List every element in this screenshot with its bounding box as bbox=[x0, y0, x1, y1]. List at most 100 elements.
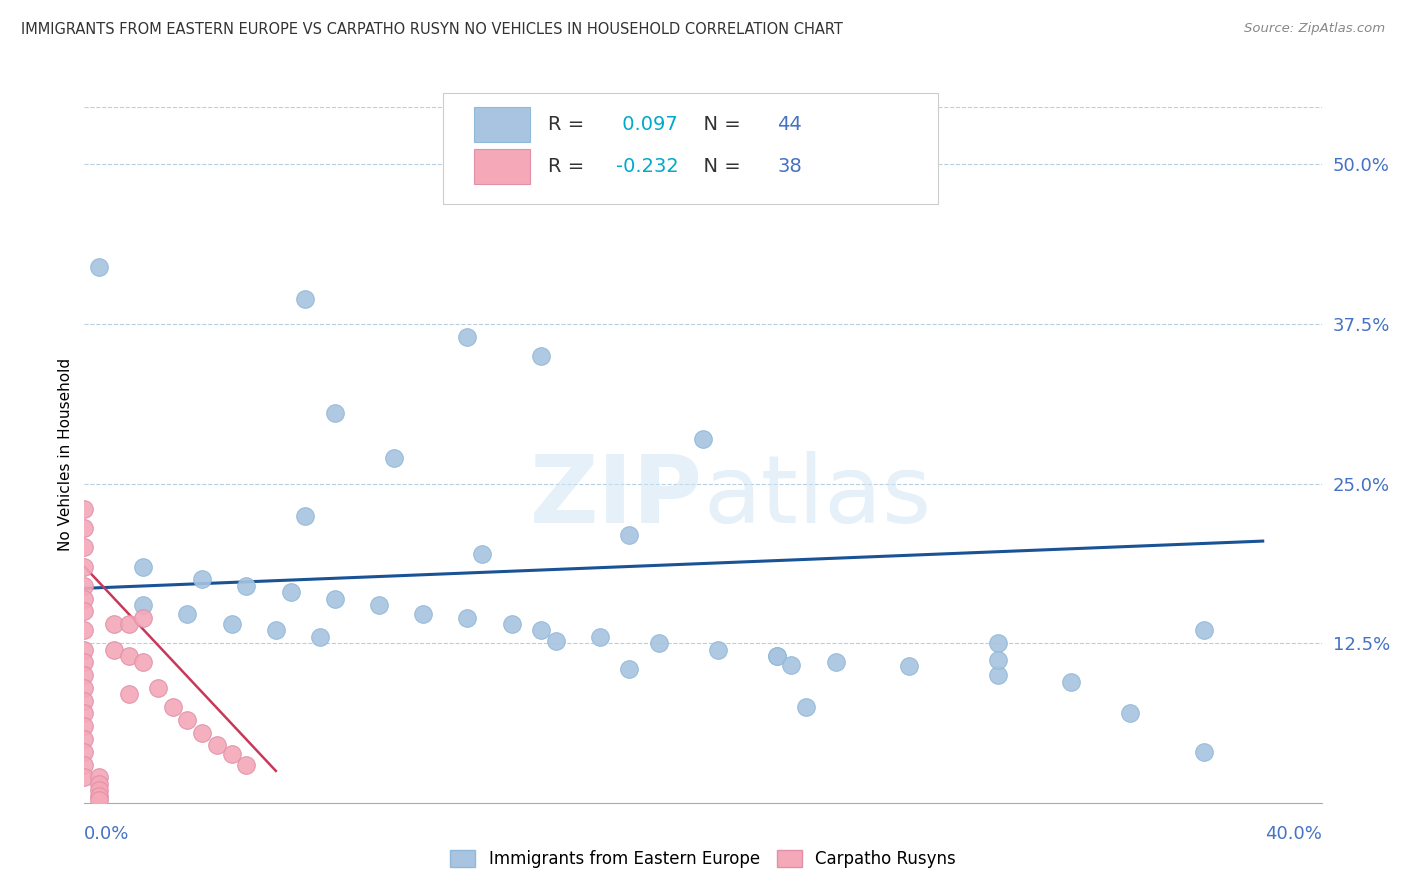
Text: N =: N = bbox=[690, 157, 747, 176]
Point bbox=[471, 547, 494, 561]
Point bbox=[73, 591, 96, 606]
Text: Source: ZipAtlas.com: Source: ZipAtlas.com bbox=[1244, 22, 1385, 36]
Point bbox=[235, 579, 257, 593]
Text: 40.0%: 40.0% bbox=[1265, 825, 1322, 843]
Point bbox=[368, 598, 391, 612]
Point bbox=[73, 642, 96, 657]
Point bbox=[706, 642, 728, 657]
Text: ZIP: ZIP bbox=[530, 450, 703, 542]
Y-axis label: No Vehicles in Household: No Vehicles in Household bbox=[58, 359, 73, 551]
Point bbox=[162, 700, 184, 714]
Point bbox=[73, 757, 96, 772]
Legend: Immigrants from Eastern Europe, Carpatho Rusyns: Immigrants from Eastern Europe, Carpatho… bbox=[444, 843, 962, 875]
Point bbox=[73, 502, 96, 516]
Point bbox=[73, 706, 96, 721]
Text: R =: R = bbox=[548, 115, 591, 134]
FancyBboxPatch shape bbox=[443, 93, 938, 204]
Point bbox=[456, 610, 478, 624]
Point bbox=[73, 559, 96, 574]
Point bbox=[456, 330, 478, 344]
FancyBboxPatch shape bbox=[474, 149, 530, 184]
Point bbox=[1060, 674, 1083, 689]
Point bbox=[648, 636, 671, 650]
Point bbox=[294, 508, 316, 523]
Point bbox=[323, 591, 346, 606]
Point bbox=[87, 783, 110, 797]
Point bbox=[132, 598, 155, 612]
Text: R =: R = bbox=[548, 157, 591, 176]
Point bbox=[280, 585, 302, 599]
Point bbox=[73, 541, 96, 555]
Point bbox=[73, 579, 96, 593]
Point bbox=[73, 624, 96, 638]
Point bbox=[132, 656, 155, 670]
Point bbox=[309, 630, 332, 644]
Point bbox=[692, 432, 714, 446]
Text: atlas: atlas bbox=[703, 450, 931, 542]
Text: N =: N = bbox=[690, 115, 747, 134]
Point bbox=[87, 793, 110, 807]
Point bbox=[73, 694, 96, 708]
Point bbox=[205, 739, 228, 753]
Point bbox=[794, 700, 817, 714]
Point bbox=[117, 648, 139, 663]
Text: IMMIGRANTS FROM EASTERN EUROPE VS CARPATHO RUSYN NO VEHICLES IN HOUSEHOLD CORREL: IMMIGRANTS FROM EASTERN EUROPE VS CARPAT… bbox=[21, 22, 844, 37]
Point bbox=[73, 656, 96, 670]
Point bbox=[73, 745, 96, 759]
Point bbox=[412, 607, 434, 621]
Point bbox=[87, 789, 110, 804]
Point bbox=[1192, 624, 1215, 638]
Point bbox=[221, 747, 243, 762]
Point bbox=[191, 573, 214, 587]
Text: -0.232: -0.232 bbox=[616, 157, 679, 176]
Point bbox=[176, 607, 198, 621]
FancyBboxPatch shape bbox=[474, 107, 530, 142]
Point bbox=[1192, 745, 1215, 759]
Text: 0.097: 0.097 bbox=[616, 115, 678, 134]
Point bbox=[264, 624, 287, 638]
Point bbox=[987, 636, 1010, 650]
Point bbox=[221, 617, 243, 632]
Point bbox=[235, 757, 257, 772]
Point bbox=[87, 777, 110, 791]
Point bbox=[117, 617, 139, 632]
Point bbox=[824, 656, 846, 670]
Point bbox=[73, 668, 96, 682]
Point bbox=[132, 610, 155, 624]
Point bbox=[117, 687, 139, 701]
Point bbox=[132, 559, 155, 574]
Point bbox=[765, 648, 787, 663]
Point bbox=[898, 659, 921, 673]
Text: 44: 44 bbox=[778, 115, 801, 134]
Point bbox=[501, 617, 523, 632]
Point bbox=[589, 630, 612, 644]
Point bbox=[73, 604, 96, 618]
Point bbox=[987, 668, 1010, 682]
Point bbox=[382, 451, 405, 466]
Point bbox=[103, 617, 125, 632]
Point bbox=[294, 292, 316, 306]
Text: 38: 38 bbox=[778, 157, 801, 176]
Point bbox=[73, 770, 96, 784]
Point bbox=[544, 633, 567, 648]
Point bbox=[73, 719, 96, 733]
Point bbox=[765, 648, 787, 663]
Point bbox=[780, 657, 803, 672]
Point bbox=[323, 406, 346, 420]
Point bbox=[191, 725, 214, 739]
Point bbox=[103, 642, 125, 657]
Point bbox=[73, 521, 96, 535]
Point bbox=[176, 713, 198, 727]
Point bbox=[146, 681, 169, 695]
Point bbox=[1119, 706, 1142, 721]
Point bbox=[73, 731, 96, 746]
Point bbox=[619, 527, 641, 541]
Point bbox=[73, 681, 96, 695]
Point bbox=[619, 662, 641, 676]
Point bbox=[987, 653, 1010, 667]
Point bbox=[530, 349, 553, 363]
Point bbox=[530, 624, 553, 638]
Text: 0.0%: 0.0% bbox=[84, 825, 129, 843]
Point bbox=[87, 260, 110, 274]
Point bbox=[87, 770, 110, 784]
